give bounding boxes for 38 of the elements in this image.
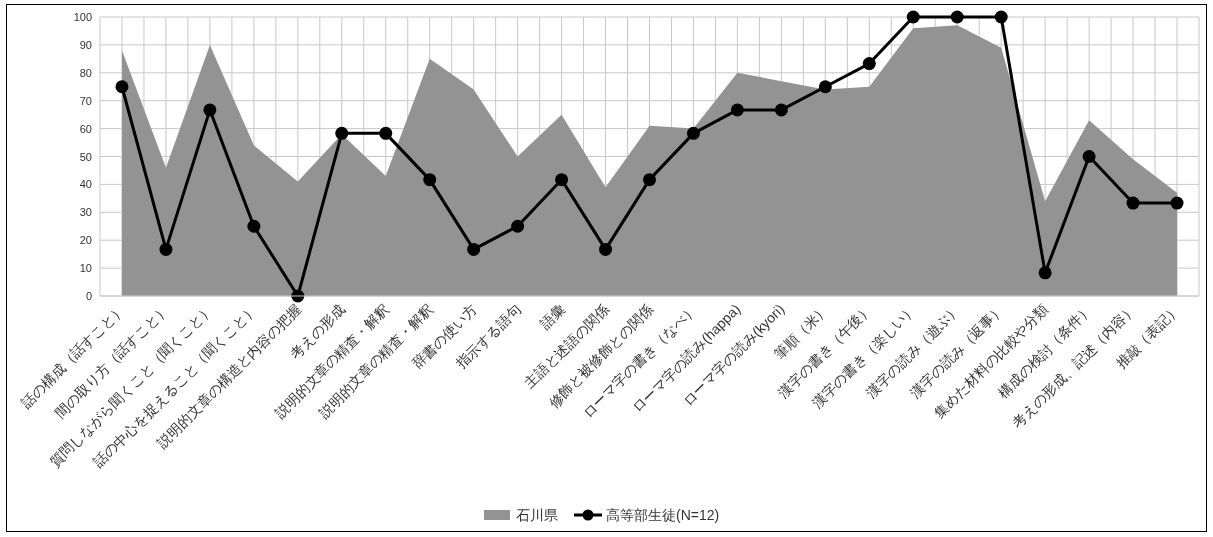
point	[203, 103, 217, 117]
y-tick-label: 100	[73, 11, 92, 23]
point	[730, 103, 744, 117]
y-tick-label: 20	[79, 234, 92, 247]
point	[994, 10, 1008, 24]
point	[159, 242, 173, 256]
x-tick-label: 語彙	[536, 300, 568, 332]
point	[906, 10, 920, 24]
point	[1082, 150, 1096, 163]
point	[423, 173, 437, 187]
point	[643, 173, 656, 187]
point	[467, 242, 481, 256]
y-tick-label: 40	[79, 178, 92, 191]
legend-label: 高等部生徒(N=12)	[606, 507, 720, 523]
point	[1170, 196, 1184, 210]
point	[379, 126, 393, 140]
point	[818, 80, 832, 94]
y-tick-label: 50	[79, 150, 92, 163]
point	[115, 80, 129, 94]
y-tick-label: 30	[79, 206, 92, 219]
point	[862, 57, 876, 71]
point	[335, 126, 349, 140]
point	[1126, 196, 1140, 210]
point	[950, 10, 964, 24]
y-tick-label: 90	[79, 38, 92, 51]
point	[686, 126, 700, 140]
y-tick-label: 0	[85, 290, 92, 302]
y-tick-label: 10	[79, 262, 92, 275]
y-tick-label: 70	[79, 94, 92, 107]
point	[511, 219, 525, 233]
point	[555, 173, 569, 187]
point	[599, 242, 613, 256]
point	[1038, 266, 1052, 280]
y-tick-label: 60	[79, 122, 92, 135]
legend-label: 石川県	[516, 507, 558, 523]
point	[247, 219, 261, 233]
point	[774, 103, 788, 117]
y-tick-label: 80	[79, 66, 92, 79]
